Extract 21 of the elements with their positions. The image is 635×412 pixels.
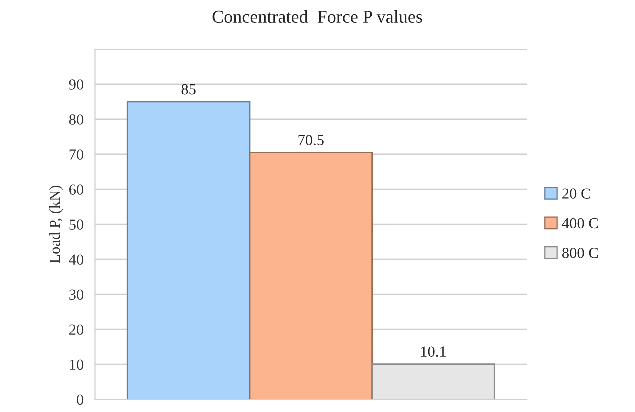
y-tick-label: 10 bbox=[70, 360, 84, 370]
legend-label: 20 C bbox=[562, 188, 590, 199]
y-tick-label: 70 bbox=[70, 150, 84, 160]
bar bbox=[372, 364, 496, 400]
y-tick-label: 40 bbox=[69, 254, 84, 266]
data-label: 70.5 bbox=[298, 135, 324, 146]
legend-label: 800 C bbox=[562, 248, 598, 258]
data-label: 10.1 bbox=[421, 346, 446, 358]
bar bbox=[249, 152, 374, 400]
y-tick-label: 0 bbox=[77, 394, 84, 406]
y-tick-label: 60 bbox=[70, 184, 84, 195]
y-tick-label: 30 bbox=[70, 290, 84, 300]
bar bbox=[126, 101, 251, 400]
y-tick-label: 50 bbox=[70, 220, 84, 230]
data-label: 85 bbox=[182, 84, 196, 95]
y-tick-label: 80 bbox=[69, 114, 84, 125]
legend-label: 400 C bbox=[562, 218, 598, 229]
y-axis-title: Load P, (kN) bbox=[49, 186, 64, 264]
y-tick-label: 20 bbox=[70, 324, 84, 336]
y-tick-label: 90 bbox=[69, 80, 84, 90]
chart-title: Concentrated Force P values bbox=[212, 10, 422, 24]
